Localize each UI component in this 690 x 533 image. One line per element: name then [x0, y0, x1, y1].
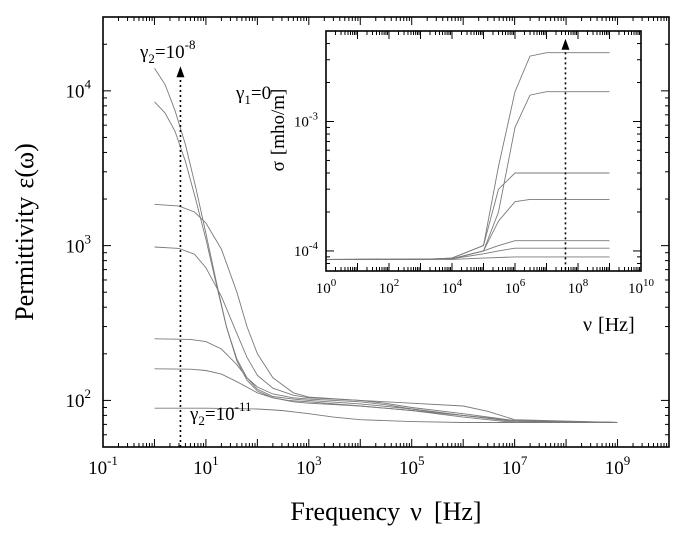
inset-background — [326, 31, 641, 271]
inset-y-tick-label: 10-4 — [294, 240, 319, 260]
main-arrowhead — [176, 66, 185, 78]
inset-series-6 — [325, 247, 610, 260]
inset-arrowhead — [561, 38, 570, 50]
main-y-axis-label: Permittivityε(ω) — [10, 143, 39, 321]
inset-plot: 100 102 104 106 108 1010 10-4 10-3 σ[mho/m] ν [H… — [268, 30, 655, 336]
inset-x-tick-label: 102 — [379, 277, 400, 297]
main-series-5 — [154, 338, 618, 423]
main-x-axis-label: Frequency ν [Hz] — [290, 497, 481, 526]
main-x-tick-label: 107 — [502, 453, 528, 479]
inset-x-tick-label: 100 — [316, 277, 337, 297]
annotation-gamma2-bottom: γ2=10-11 — [189, 399, 251, 428]
inset-plot-frame — [325, 30, 642, 272]
main-curves — [154, 67, 618, 423]
inset-series-7 — [326, 256, 610, 260]
main-x-tick-label: 105 — [399, 453, 425, 479]
inset-x-tick-label: 1010 — [628, 277, 655, 297]
inset-x-tick-label: 104 — [442, 277, 463, 297]
inset-x-axis-label: ν [Hz] — [583, 314, 635, 336]
inset-y-axis-label: σ[mho/m] — [268, 89, 289, 172]
main-y-tick-label: 102 — [66, 386, 92, 412]
main-x-tick-label: 109 — [605, 453, 631, 479]
main-plot-frame — [102, 16, 670, 448]
annotation-gamma1: γ1=0 — [235, 83, 271, 107]
inset-y-tick-label: 10-3 — [294, 111, 319, 131]
main-series-4 — [154, 246, 618, 423]
main-series-6 — [154, 368, 618, 423]
annotation-gamma2-top: γ2=10-8 — [139, 37, 195, 66]
inset-curves — [325, 52, 610, 260]
main-plot: 10-1 101 103 105 107 109 102 103 104 Permittivit… — [10, 16, 670, 526]
inset-tick-labels: 100 102 104 106 108 1010 10-4 10-3 — [294, 111, 655, 297]
main-x-tick-label: 103 — [296, 453, 322, 479]
main-series-3 — [154, 203, 618, 423]
main-y-tick-label: 103 — [66, 231, 92, 257]
main-x-tick-label: 101 — [193, 453, 219, 479]
inset-x-tick-label: 106 — [505, 277, 526, 297]
inset-x-tick-label: 108 — [568, 277, 589, 297]
main-series-7 — [154, 407, 618, 423]
main-y-tick-label: 104 — [66, 76, 92, 102]
main-x-tick-label: 10-1 — [88, 453, 118, 479]
main-tick-labels: 10-1 101 103 105 107 109 102 103 104 — [66, 76, 631, 479]
